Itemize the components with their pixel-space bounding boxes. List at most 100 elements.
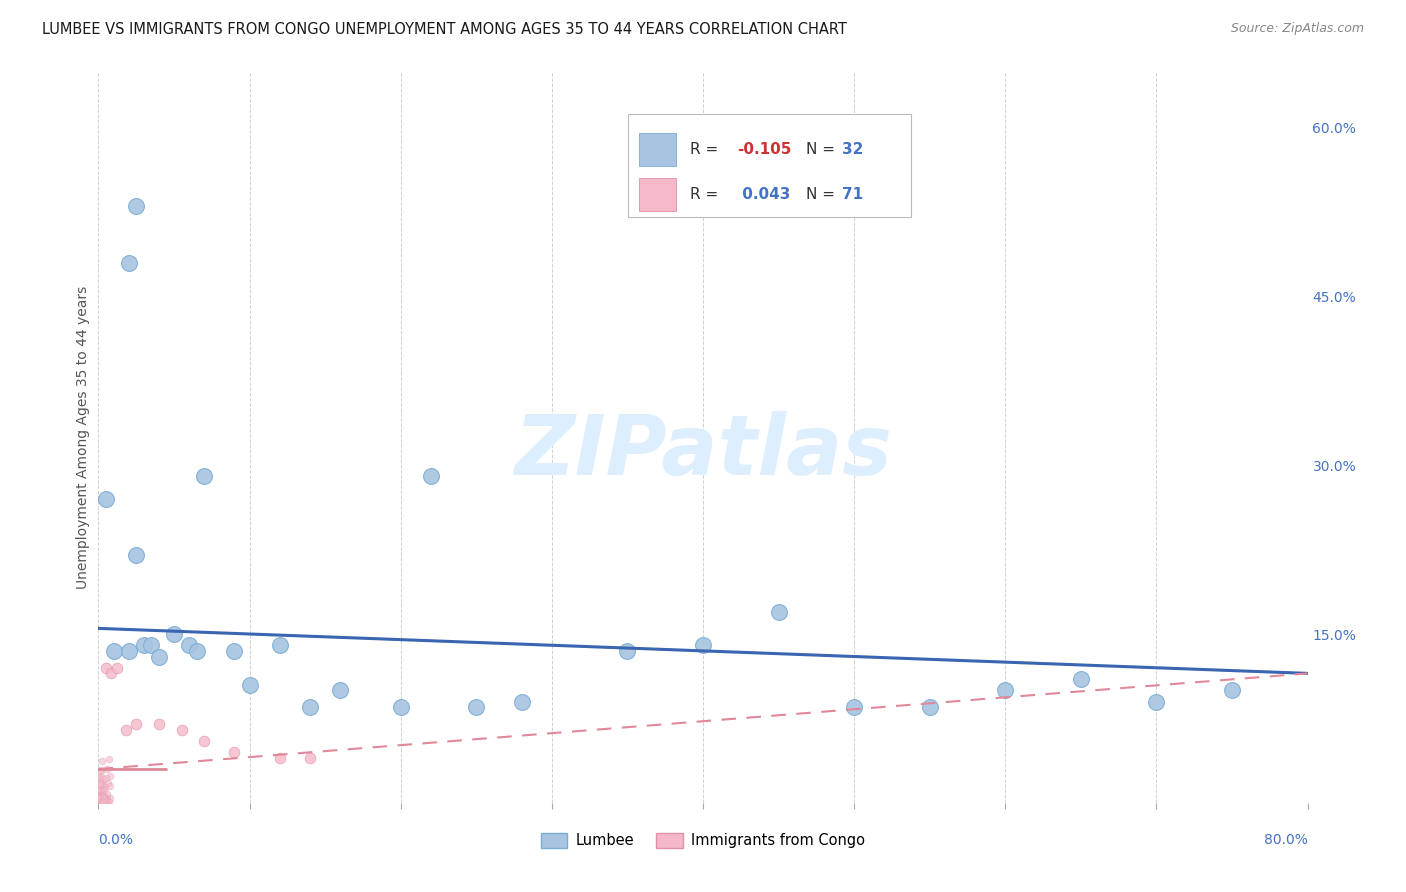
Point — [89, 782, 111, 797]
Point — [87, 790, 110, 805]
Point — [90, 785, 112, 799]
Point — [90, 788, 112, 802]
Point — [118, 255, 141, 269]
Point — [389, 700, 412, 714]
Point — [148, 717, 170, 731]
Point — [89, 792, 111, 806]
Text: -0.105: -0.105 — [737, 143, 792, 158]
Point — [96, 792, 118, 806]
Point — [97, 795, 120, 809]
Point — [94, 780, 117, 795]
Point — [994, 683, 1017, 698]
Point — [89, 795, 111, 809]
Point — [91, 795, 114, 809]
Point — [616, 644, 638, 658]
Point — [125, 199, 148, 213]
Point — [87, 788, 110, 802]
Text: 0.043: 0.043 — [737, 186, 790, 202]
Point — [329, 683, 352, 698]
Point — [132, 638, 155, 652]
Point — [91, 754, 114, 768]
Point — [125, 717, 148, 731]
Point — [93, 795, 115, 809]
Point — [96, 796, 118, 810]
Point — [91, 787, 114, 801]
Point — [420, 469, 443, 483]
Point — [89, 790, 111, 805]
Point — [299, 700, 322, 714]
Point — [87, 771, 110, 785]
Y-axis label: Unemployment Among Ages 35 to 44 years: Unemployment Among Ages 35 to 44 years — [76, 285, 90, 589]
Point — [89, 789, 111, 803]
Point — [269, 638, 291, 652]
Point — [193, 734, 215, 748]
Point — [269, 751, 291, 765]
Point — [179, 638, 201, 652]
Point — [89, 792, 111, 806]
Text: 80.0%: 80.0% — [1264, 833, 1308, 847]
Point — [148, 649, 170, 664]
Point — [90, 789, 112, 804]
Point — [100, 666, 122, 681]
Point — [170, 723, 193, 737]
Point — [96, 787, 118, 801]
Point — [98, 791, 121, 805]
Point — [90, 790, 112, 805]
Text: R =: R = — [690, 143, 724, 158]
Point — [105, 661, 128, 675]
Point — [89, 782, 111, 797]
Point — [89, 776, 111, 790]
Point — [96, 793, 118, 807]
Point — [1144, 694, 1167, 708]
Point — [96, 762, 118, 776]
Text: LUMBEE VS IMMIGRANTS FROM CONGO UNEMPLOYMENT AMONG AGES 35 TO 44 YEARS CORRELATI: LUMBEE VS IMMIGRANTS FROM CONGO UNEMPLOY… — [42, 22, 846, 37]
Point — [98, 795, 121, 809]
Point — [97, 751, 120, 765]
Point — [465, 700, 488, 714]
Point — [89, 764, 111, 778]
Point — [87, 784, 110, 798]
Point — [94, 491, 117, 506]
Text: N =: N = — [806, 186, 839, 202]
Point — [90, 770, 112, 784]
Legend: Lumbee, Immigrants from Congo: Lumbee, Immigrants from Congo — [534, 827, 872, 854]
Point — [93, 789, 115, 804]
Point — [94, 661, 117, 675]
Point — [93, 792, 115, 806]
Point — [224, 745, 246, 759]
Point — [918, 700, 941, 714]
Point — [89, 789, 111, 804]
Point — [98, 780, 121, 794]
Point — [692, 638, 714, 652]
Text: ZIPatlas: ZIPatlas — [515, 411, 891, 492]
Text: Source: ZipAtlas.com: Source: ZipAtlas.com — [1230, 22, 1364, 36]
Point — [89, 772, 111, 787]
Point — [94, 793, 117, 807]
Point — [91, 794, 114, 808]
Text: N =: N = — [806, 143, 839, 158]
Point — [91, 777, 114, 791]
Point — [93, 790, 115, 805]
Point — [98, 769, 121, 783]
Point — [299, 751, 322, 765]
Point — [163, 627, 186, 641]
Point — [103, 644, 125, 658]
Point — [93, 783, 115, 797]
Point — [118, 644, 141, 658]
Point — [89, 787, 111, 801]
Point — [768, 605, 790, 619]
Point — [91, 772, 114, 786]
Text: R =: R = — [690, 186, 724, 202]
Point — [91, 779, 114, 793]
Point — [90, 795, 112, 809]
Point — [89, 790, 111, 805]
Point — [94, 790, 117, 805]
Point — [90, 764, 112, 778]
Point — [89, 791, 111, 805]
Point — [90, 789, 112, 804]
Point — [186, 644, 208, 658]
Point — [844, 700, 866, 714]
Point — [90, 781, 112, 796]
Point — [141, 638, 163, 652]
Point — [239, 678, 262, 692]
